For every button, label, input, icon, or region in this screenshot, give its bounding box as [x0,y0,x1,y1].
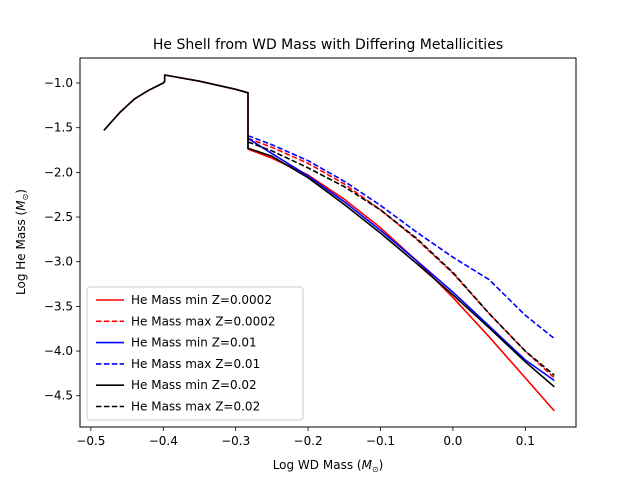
y-tick-label: −4.5 [44,389,73,403]
y-tick-label: −4.0 [44,344,73,358]
y-tick-label: −2.0 [44,165,73,179]
legend: He Mass min Z=0.0002 He Mass max Z=0.0002… [86,286,304,421]
legend-label-he-mass-min-z-0-01: He Mass min Z=0.01 [131,336,257,350]
series-line-he-mass-min-z-0-01 [247,137,555,382]
x-tick-label: −0.3 [221,434,250,448]
legend-label-he-mass-max-z-0-01: He Mass max Z=0.01 [131,357,260,371]
y-axis-label: Log He Mass (M⊙) [14,189,30,295]
legend-label-he-mass-min-z-0-0002: He Mass min Z=0.0002 [131,293,272,307]
x-axis-ticks: −0.5 −0.4 −0.3 −0.2 −0.1 0.0 0.1 [76,427,535,448]
y-axis-label-text: Log He Mass ( [14,211,28,295]
legend-label-he-mass-min-z-0-02: He Mass min Z=0.02 [131,378,257,392]
y-tick-label: −1.0 [44,76,73,90]
x-tick-label: 0.1 [516,434,535,448]
plot-lines [103,74,555,412]
legend-label-he-mass-max-z-0-0002: He Mass max Z=0.0002 [131,314,275,328]
y-tick-label: −1.5 [44,121,73,135]
y-axis-label-end: ) [14,189,28,194]
x-axis-label: Log WD Mass (M⊙) [273,458,384,474]
y-tick-label: −3.5 [44,299,73,313]
x-axis-label-unit: M [362,458,373,472]
chart-title: He Shell from WD Mass with Differing Met… [153,37,503,53]
y-tick-label: −2.5 [44,210,73,224]
x-axis-label-sub: ⊙ [372,465,379,474]
x-tick-label: −0.4 [149,434,178,448]
x-axis-label-text: Log WD Mass ( [273,458,362,472]
x-tick-label: 0.0 [443,434,462,448]
legend-box [86,286,304,421]
series-line-he-mass-max-z-0-02 [247,141,555,376]
y-axis-label-unit: M [14,200,28,211]
x-tick-label: −0.2 [294,434,323,448]
y-tick-label: −3.0 [44,255,73,269]
series-line-he-mass-min-z-0-02 [103,74,555,388]
x-tick-label: −0.5 [76,434,105,448]
y-axis-ticks: −1.0 −1.5 −2.0 −2.5 −3.0 −3.5 −4.0 −4.5 [44,76,80,403]
x-tick-label: −0.1 [366,434,395,448]
plot-frame [79,57,577,428]
x-axis-label-end: ) [379,458,384,472]
legend-label-he-mass-max-z-0-02: He Mass max Z=0.02 [131,400,260,414]
y-axis-label-sub: ⊙ [21,194,30,201]
